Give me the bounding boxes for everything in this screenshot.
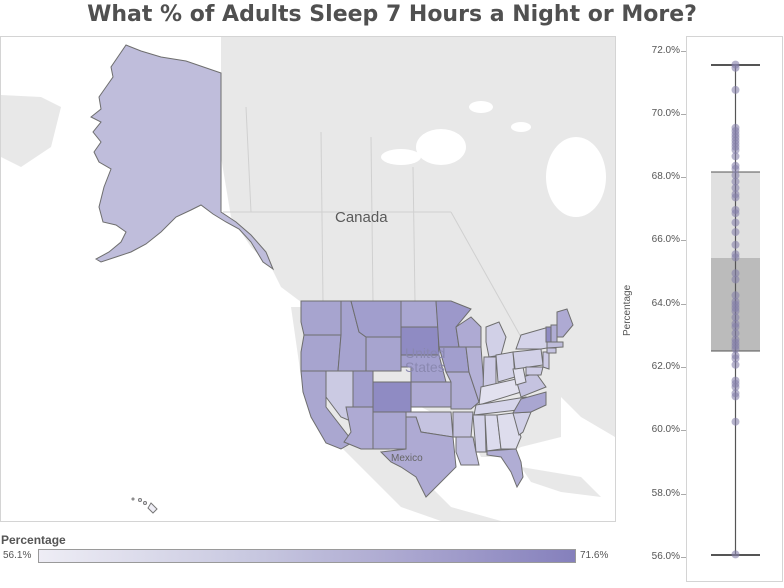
y-tick [681, 51, 686, 52]
state-new-mexico [372, 411, 407, 450]
boxplot-panel[interactable] [686, 36, 783, 582]
y-tick [681, 304, 686, 305]
y-tick-label: 70.0% [651, 108, 680, 119]
data-point[interactable] [731, 360, 740, 369]
data-point[interactable] [731, 275, 740, 284]
legend-min-label: 56.1% [3, 550, 32, 561]
data-point[interactable] [731, 345, 740, 353]
state-colorado [372, 381, 412, 413]
data-point[interactable] [731, 240, 740, 249]
data-point[interactable] [731, 329, 740, 338]
y-tick [681, 240, 686, 241]
state-vermont [545, 326, 552, 343]
y-axis-title: Percentage [622, 284, 633, 336]
data-point[interactable] [731, 193, 740, 202]
label-united: United [405, 345, 446, 361]
state-north-carolina [512, 391, 547, 414]
chart-title: What % of Adults Sleep 7 Hours a Night o… [87, 2, 697, 27]
basemap-water [381, 101, 606, 388]
y-tick [681, 114, 686, 115]
state-oregon [300, 334, 342, 372]
state-arizona [343, 406, 374, 450]
state-massachusetts [546, 341, 564, 349]
data-point[interactable] [731, 209, 740, 218]
y-tick-label: 66.0% [651, 234, 680, 245]
label-united-states: United States [405, 346, 445, 374]
y-tick-label: 64.0% [651, 298, 680, 309]
state-mississippi [472, 414, 487, 453]
data-point[interactable] [731, 307, 740, 316]
data-point[interactable] [731, 152, 740, 161]
map-canvas [1, 37, 615, 521]
state-maine [556, 308, 574, 338]
y-tick-label: 72.0% [651, 45, 680, 56]
data-point[interactable] [731, 253, 740, 262]
data-point[interactable] [731, 146, 740, 154]
contiguous-us-states [300, 300, 574, 498]
legend-color-ramp [38, 549, 576, 563]
y-tick-label: 62.0% [651, 361, 680, 372]
legend-max-label: 71.6% [580, 550, 609, 561]
data-point[interactable] [731, 63, 740, 72]
state-florida [486, 448, 524, 489]
state-ohio [495, 351, 516, 383]
data-point[interactable] [731, 85, 740, 94]
state-maryland [525, 366, 544, 376]
data-point[interactable] [731, 392, 740, 401]
data-point[interactable] [731, 417, 740, 426]
data-point[interactable] [731, 383, 740, 391]
data-point[interactable] [731, 291, 740, 300]
label-mexico: Mexico [391, 453, 423, 464]
state-kansas [410, 381, 452, 408]
choropleth-map[interactable]: Canada United States Mexico [0, 36, 616, 522]
data-point[interactable] [731, 177, 740, 186]
state-texas [379, 416, 457, 498]
state-pennsylvania [512, 348, 544, 370]
y-tick [681, 177, 686, 178]
province-borders [223, 106, 522, 338]
state-north-dakota [400, 300, 439, 328]
y-tick [681, 367, 686, 368]
boxplot-canvas [711, 60, 760, 559]
state-arkansas [452, 411, 474, 438]
state-washington [300, 300, 342, 336]
state-montana [350, 300, 402, 338]
y-tick [681, 494, 686, 495]
state-new-jersey [542, 351, 550, 370]
state-wyoming [365, 336, 402, 372]
state-connecticut [546, 347, 557, 354]
basemap-land [1, 37, 615, 521]
data-point[interactable] [731, 313, 740, 322]
data-point[interactable] [731, 171, 740, 180]
y-tick-label: 58.0% [651, 488, 680, 499]
state-louisiana [455, 436, 480, 466]
y-tick-label: 60.0% [651, 424, 680, 435]
state-new-hampshire [550, 324, 558, 343]
data-points [731, 60, 740, 559]
data-point[interactable] [731, 322, 740, 331]
y-tick [681, 557, 686, 558]
data-point[interactable] [731, 354, 740, 363]
data-point[interactable] [731, 550, 740, 559]
y-tick-label: 68.0% [651, 171, 680, 182]
state-alaska [90, 44, 275, 271]
legend-title: Percentage [1, 533, 66, 547]
label-states: States [405, 359, 445, 375]
data-point[interactable] [731, 269, 740, 278]
data-point[interactable] [731, 164, 740, 173]
y-tick-label: 56.0% [651, 551, 680, 562]
state-hawaii [131, 497, 158, 514]
data-point[interactable] [731, 218, 740, 227]
y-tick [681, 430, 686, 431]
data-point[interactable] [731, 183, 740, 192]
data-point[interactable] [731, 228, 740, 237]
label-canada: Canada [335, 209, 388, 226]
